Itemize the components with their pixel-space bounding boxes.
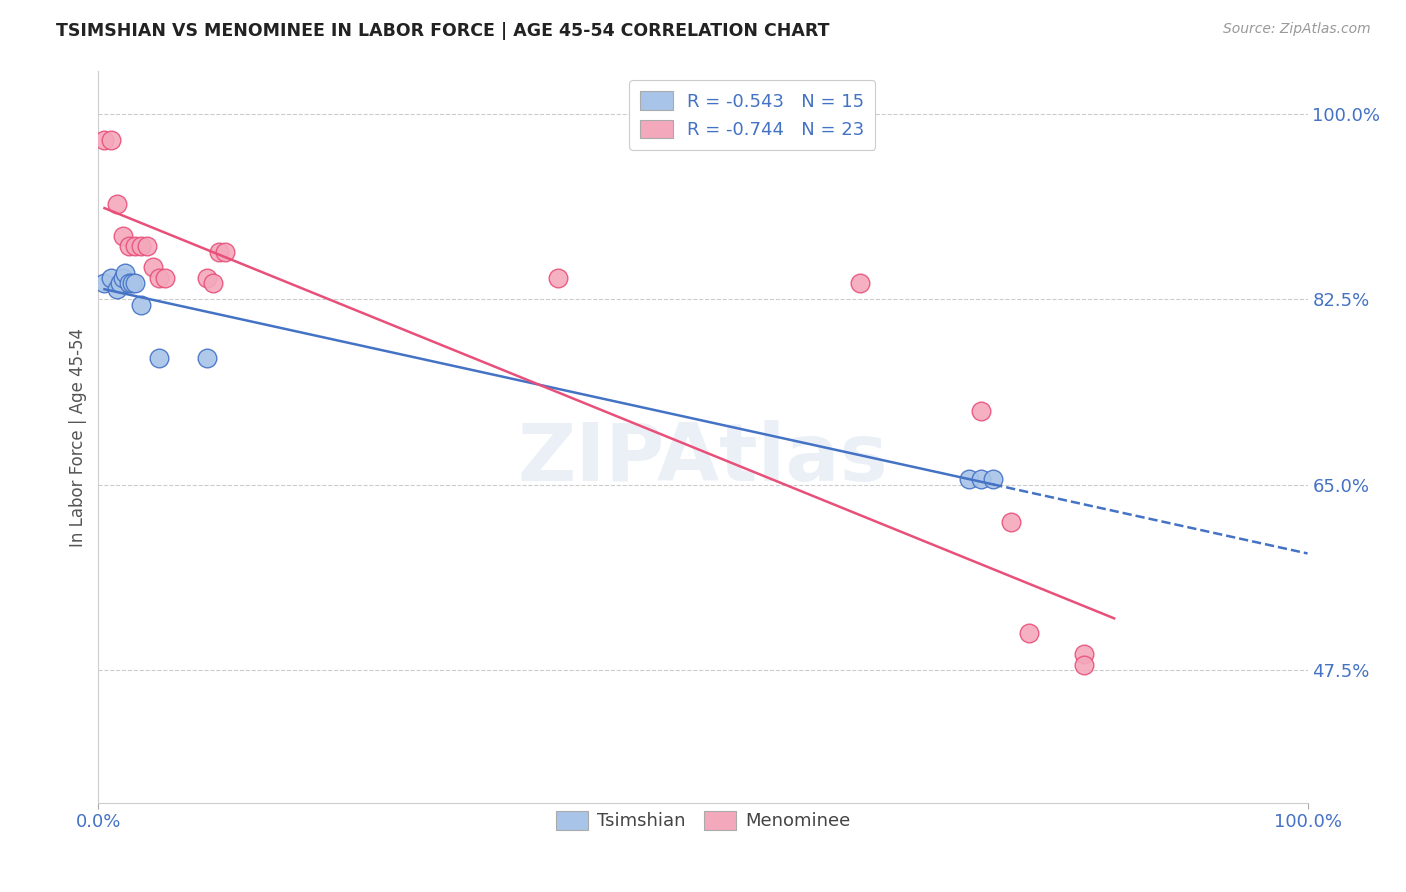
Text: ZIPAtlas: ZIPAtlas xyxy=(517,420,889,498)
Point xyxy=(105,197,128,211)
Point xyxy=(214,244,236,259)
Legend: Tsimshian, Menominee: Tsimshian, Menominee xyxy=(548,804,858,838)
Point xyxy=(105,282,128,296)
Point xyxy=(93,277,115,291)
Text: Source: ZipAtlas.com: Source: ZipAtlas.com xyxy=(1223,22,1371,37)
Point xyxy=(118,277,141,291)
Point xyxy=(135,239,157,253)
Point xyxy=(153,271,176,285)
Point xyxy=(129,239,152,253)
Point xyxy=(195,271,218,285)
Point xyxy=(1000,515,1022,529)
Point xyxy=(970,473,993,487)
Point xyxy=(1018,626,1040,640)
Point xyxy=(208,244,231,259)
Text: TSIMSHIAN VS MENOMINEE IN LABOR FORCE | AGE 45-54 CORRELATION CHART: TSIMSHIAN VS MENOMINEE IN LABOR FORCE | … xyxy=(56,22,830,40)
Point xyxy=(849,277,872,291)
Point xyxy=(148,351,170,365)
Point xyxy=(981,473,1004,487)
Point xyxy=(1073,658,1095,673)
Point xyxy=(118,239,141,253)
Point xyxy=(1073,648,1095,662)
Point xyxy=(124,239,146,253)
Point xyxy=(142,260,165,275)
Point xyxy=(114,266,136,280)
Point xyxy=(100,271,122,285)
Point xyxy=(195,351,218,365)
Point xyxy=(1102,854,1125,868)
Point xyxy=(111,228,134,243)
Point xyxy=(202,277,225,291)
Point xyxy=(970,403,993,417)
Point xyxy=(100,133,122,147)
Point xyxy=(148,271,170,285)
Point xyxy=(957,473,980,487)
Point xyxy=(121,277,143,291)
Point xyxy=(108,277,131,291)
Point xyxy=(129,297,152,311)
Point xyxy=(93,133,115,147)
Point xyxy=(111,271,134,285)
Point xyxy=(547,271,569,285)
Point xyxy=(124,277,146,291)
Y-axis label: In Labor Force | Age 45-54: In Labor Force | Age 45-54 xyxy=(69,327,87,547)
